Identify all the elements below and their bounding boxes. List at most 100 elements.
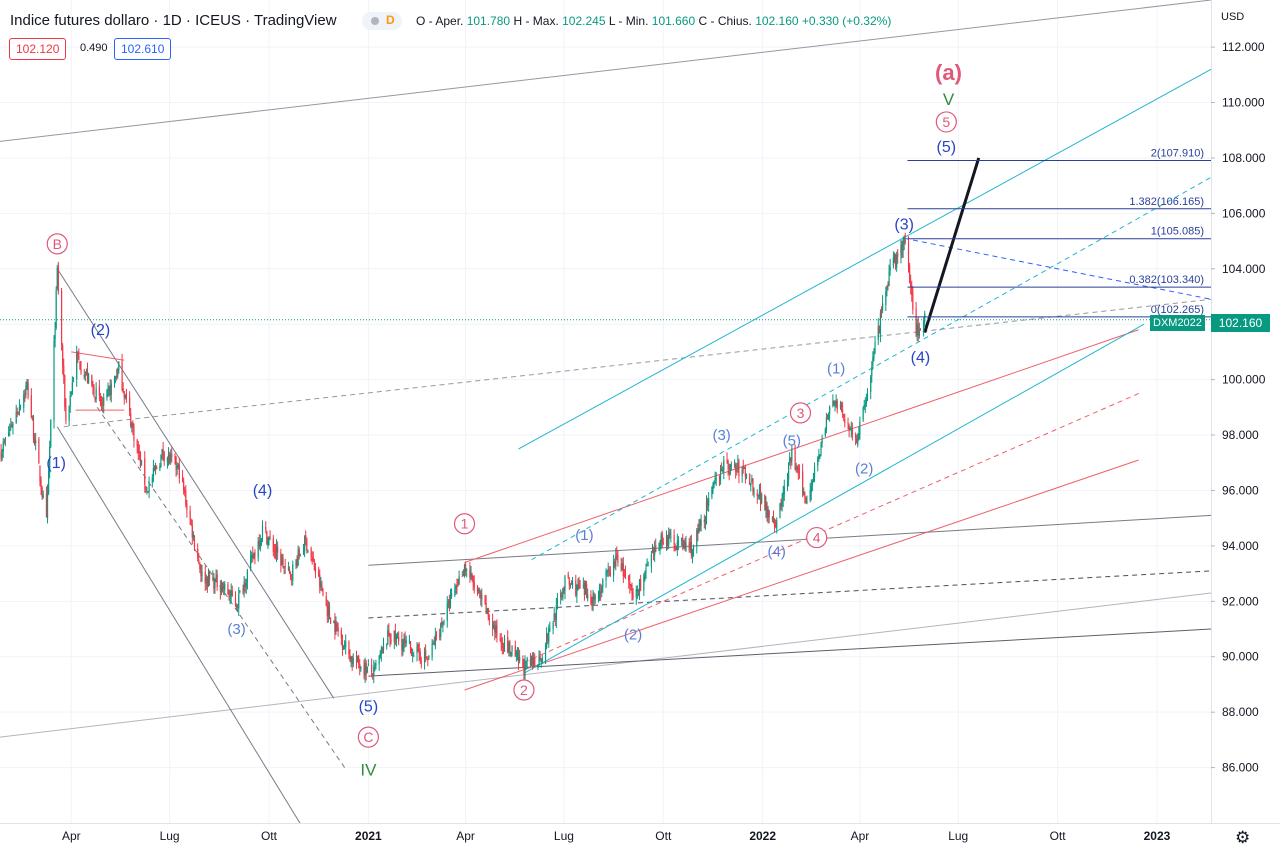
candle-body bbox=[488, 617, 490, 620]
candle-body bbox=[509, 642, 511, 654]
candle-body bbox=[55, 289, 57, 328]
candle-body bbox=[790, 458, 792, 463]
candle-body bbox=[87, 373, 90, 383]
candle-body bbox=[705, 502, 708, 519]
candle-body bbox=[765, 504, 767, 510]
candle-body bbox=[159, 465, 161, 470]
candle-body bbox=[435, 635, 438, 637]
candle-body bbox=[809, 490, 811, 501]
candle-body bbox=[320, 583, 322, 588]
candle-body bbox=[847, 422, 849, 424]
candle-body bbox=[608, 569, 610, 571]
candle-body bbox=[190, 519, 192, 525]
candle-body bbox=[843, 413, 845, 418]
candle-body bbox=[114, 377, 117, 379]
candle-body bbox=[480, 592, 482, 599]
candle-body bbox=[254, 552, 256, 556]
candle-body bbox=[788, 462, 790, 480]
candle-body bbox=[597, 597, 600, 599]
candle-body bbox=[834, 405, 836, 407]
candle-body bbox=[32, 416, 35, 438]
fib-label: 1.382(106.165) bbox=[1129, 196, 1204, 208]
candle-body bbox=[781, 499, 783, 507]
candle-body bbox=[900, 244, 902, 256]
candle-body bbox=[8, 432, 10, 436]
candle-body bbox=[163, 452, 165, 461]
gear-icon[interactable]: ⚙ bbox=[1235, 828, 1251, 847]
candle-body bbox=[27, 381, 29, 397]
candle-body bbox=[258, 540, 260, 547]
candle-body bbox=[72, 380, 75, 382]
candle-body bbox=[178, 464, 180, 479]
time-scale[interactable] bbox=[0, 823, 1280, 860]
candle-body bbox=[749, 473, 751, 485]
candle-body bbox=[297, 550, 299, 565]
sell-price-button[interactable]: 102.120 bbox=[9, 38, 67, 60]
wave-label: (4) bbox=[768, 543, 786, 560]
candle-body bbox=[885, 291, 887, 305]
candle-body bbox=[40, 480, 42, 490]
candle-body bbox=[892, 257, 894, 266]
candle-body bbox=[245, 582, 247, 588]
candle-body bbox=[522, 658, 524, 668]
candle-body bbox=[651, 550, 654, 553]
candle-body bbox=[615, 555, 617, 567]
candle-body bbox=[242, 588, 244, 593]
candle-body bbox=[147, 491, 149, 493]
candle-body bbox=[234, 598, 237, 606]
buy-price-button[interactable]: 102.610 bbox=[114, 38, 172, 60]
wave-circle bbox=[513, 679, 535, 701]
candle-body bbox=[275, 547, 278, 555]
candle-body bbox=[582, 584, 584, 587]
candle-body bbox=[372, 673, 374, 677]
candle-body bbox=[189, 510, 191, 521]
price-scale[interactable] bbox=[1211, 0, 1280, 824]
trendline bbox=[464, 329, 1139, 563]
candle-body bbox=[477, 589, 480, 591]
candle-body bbox=[607, 569, 609, 572]
candle-body bbox=[859, 421, 861, 435]
candle-body bbox=[70, 391, 72, 395]
candle-body bbox=[510, 653, 512, 655]
candle-body bbox=[924, 313, 926, 322]
candle-body bbox=[645, 568, 647, 573]
candle-body bbox=[768, 510, 770, 518]
candle-body bbox=[617, 555, 619, 563]
wave-circle bbox=[453, 513, 476, 535]
candle-body bbox=[443, 621, 445, 624]
wave-label: (2) bbox=[855, 460, 873, 477]
candle-body bbox=[652, 549, 655, 554]
candle-body bbox=[266, 531, 268, 545]
candle-body bbox=[401, 639, 403, 651]
candle-body bbox=[743, 467, 745, 469]
candle-body bbox=[410, 648, 413, 656]
candle-body bbox=[140, 460, 143, 466]
candle-body bbox=[613, 561, 615, 576]
candle-body bbox=[598, 591, 601, 598]
candle-body bbox=[433, 642, 435, 645]
candle-body bbox=[635, 589, 637, 598]
candle-body bbox=[358, 655, 360, 664]
candle-body bbox=[295, 559, 297, 566]
candle-body bbox=[365, 662, 367, 675]
currency-label[interactable]: USD bbox=[1221, 11, 1245, 23]
wave-label: (3) bbox=[712, 427, 730, 444]
candle-body bbox=[827, 414, 830, 419]
candle-body bbox=[191, 524, 193, 538]
candle-body bbox=[594, 596, 596, 599]
status-badge[interactable]: D bbox=[362, 12, 402, 30]
candle-body bbox=[496, 625, 498, 637]
candle-body bbox=[351, 655, 353, 664]
candle-body bbox=[767, 508, 769, 517]
candle-body bbox=[737, 462, 739, 471]
candle-body bbox=[251, 554, 253, 558]
candle-body bbox=[121, 361, 123, 390]
candle-body bbox=[697, 528, 699, 534]
change-value: +0.330 (+0.32%) bbox=[801, 14, 892, 28]
candle-body bbox=[45, 494, 48, 518]
candle-body bbox=[311, 558, 313, 560]
candle-body bbox=[207, 573, 210, 585]
candle-body bbox=[91, 375, 93, 385]
candle-body bbox=[729, 464, 731, 474]
